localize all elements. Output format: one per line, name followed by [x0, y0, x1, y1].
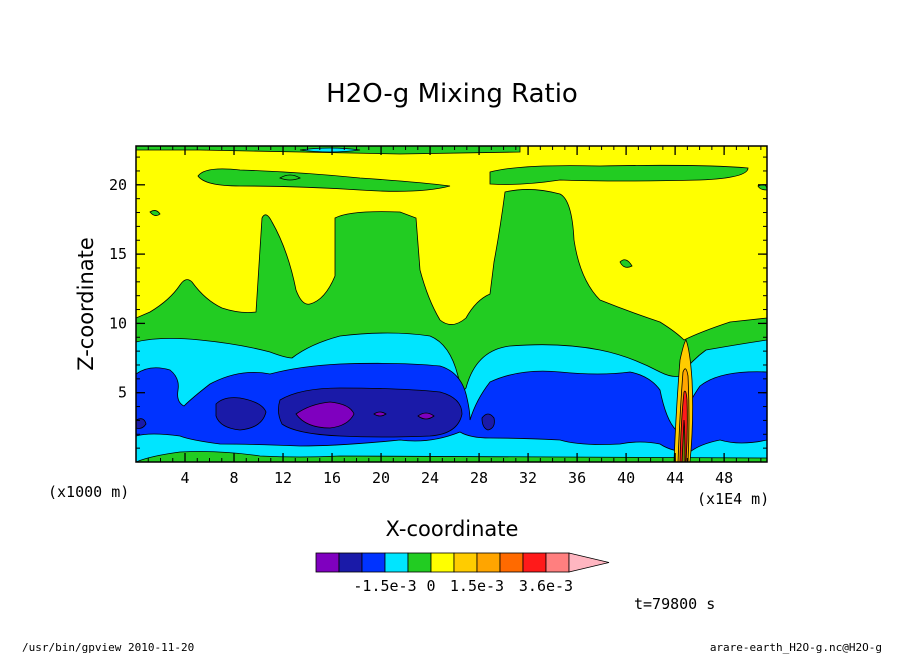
x-tick-label: 8	[230, 469, 239, 487]
colorbar	[315, 552, 610, 573]
colorbar-swatch	[315, 552, 340, 573]
colorbar-swatch	[545, 552, 570, 573]
colorbar-label: 3.6e-3	[519, 577, 573, 595]
colorbar-swatch	[499, 552, 524, 573]
y-tick-label: 10	[109, 314, 127, 332]
purple-core-3	[417, 412, 435, 420]
y-unit-label: (x1E4 m)	[697, 490, 769, 508]
x-tick-label: 48	[715, 469, 733, 487]
y-tick-label: 15	[109, 245, 127, 263]
darkblue-core-3	[481, 413, 495, 431]
plot-frame	[135, 145, 768, 463]
x-tick-label: 16	[323, 469, 341, 487]
colorbar-label: 1.5e-3	[450, 577, 504, 595]
purple-core-1	[295, 401, 355, 429]
bottom-green	[136, 451, 767, 462]
upper-right-green	[489, 164, 749, 185]
contour-field	[136, 146, 767, 462]
x-unit-label: (x1000 m)	[48, 483, 129, 501]
x-tick-labels: 4 8 12 16 20 24 28 32 36 40 44 48	[180, 469, 733, 487]
x-tick-label: 12	[274, 469, 292, 487]
darkblue-core-edge	[136, 418, 147, 429]
x-tick-label: 36	[568, 469, 586, 487]
x-tick-label: 4	[180, 469, 189, 487]
x-axis-label: X-coordinate	[386, 517, 519, 541]
darkblue-core-1	[215, 397, 267, 431]
colorbar-swatch	[384, 552, 409, 573]
time-label: t=79800 s	[634, 595, 715, 613]
footer-right: arare-earth_H2O-g.nc@H2O-g	[710, 641, 882, 654]
colorbar-swatch	[407, 552, 432, 573]
colorbar-arrow	[568, 552, 610, 573]
x-tick-label: 44	[666, 469, 684, 487]
colorbar-swatch	[522, 552, 547, 573]
colorbar-swatch	[453, 552, 478, 573]
x-tick-label: 40	[617, 469, 635, 487]
x-tick-label: 24	[421, 469, 439, 487]
colorbar-swatch	[361, 552, 386, 573]
x-tick-label: 32	[519, 469, 537, 487]
upper-green-streak	[197, 168, 451, 192]
colorbar-label: 0	[426, 577, 435, 595]
green-dot-right	[619, 259, 633, 268]
tiny-green-dot	[149, 210, 161, 216]
major-ticks	[136, 146, 767, 462]
y-tick-labels: 5 10 15 20	[109, 176, 127, 402]
y-tick-label: 20	[109, 176, 127, 194]
chart-title: H2O-g Mixing Ratio	[326, 79, 578, 109]
purple-core-2	[373, 411, 387, 417]
x-tick-label: 20	[372, 469, 390, 487]
colorbar-swatch	[476, 552, 501, 573]
colorbar-swatch	[338, 552, 363, 573]
footer-left: /usr/bin/gpview 2010-11-20	[22, 641, 194, 654]
colorbar-labels: -1.5e-3 0 1.5e-3 3.6e-3	[353, 577, 573, 595]
top-band-cyan	[299, 147, 361, 153]
x-tick-label: 28	[470, 469, 488, 487]
y-tick-label: 5	[118, 384, 127, 402]
small-green-blob	[279, 174, 301, 181]
y-axis-label: Z-coordinate	[74, 237, 98, 371]
colorbar-label: -1.5e-3	[353, 577, 416, 595]
plume-core	[681, 419, 686, 462]
colorbar-swatch	[430, 552, 455, 573]
